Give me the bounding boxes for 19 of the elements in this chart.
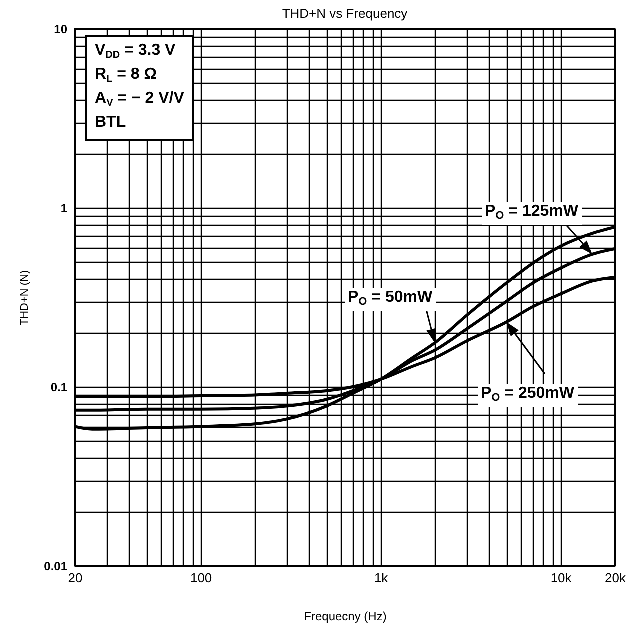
y-axis-title: THD+N (N) [19, 270, 32, 326]
x-tick-label: 10k [550, 570, 572, 586]
x-tick-label: 1k [374, 570, 389, 586]
x-tick-label: 100 [190, 570, 212, 586]
annotation: V$_{DD}$ = 3.3 V [95, 41, 177, 63]
annotation: BTL [95, 113, 128, 133]
x-tick-label: 20 [68, 570, 83, 586]
series-label: P$_{O}$ = 50mW [348, 289, 434, 308]
y-tick-label: 0.01 [44, 560, 68, 574]
chart-title: THD+N vs Frequency [282, 6, 408, 21]
annotation: R$_{L}$ = 8 Ω [95, 65, 158, 87]
y-tick-label: 1 [60, 202, 68, 216]
y-tick-label: 10 [54, 22, 68, 36]
text: P$_{O}$ = 125mW [485, 203, 580, 222]
annotation: A$_{V}$ = − 2 V/V [95, 89, 184, 111]
y-tick-label: 0.1 [50, 380, 68, 394]
x-axis-title: Frequecny (Hz) [304, 610, 387, 624]
x-tick-label: 20k [605, 570, 626, 586]
text: P$_{O}$ = 250mW [481, 385, 576, 404]
